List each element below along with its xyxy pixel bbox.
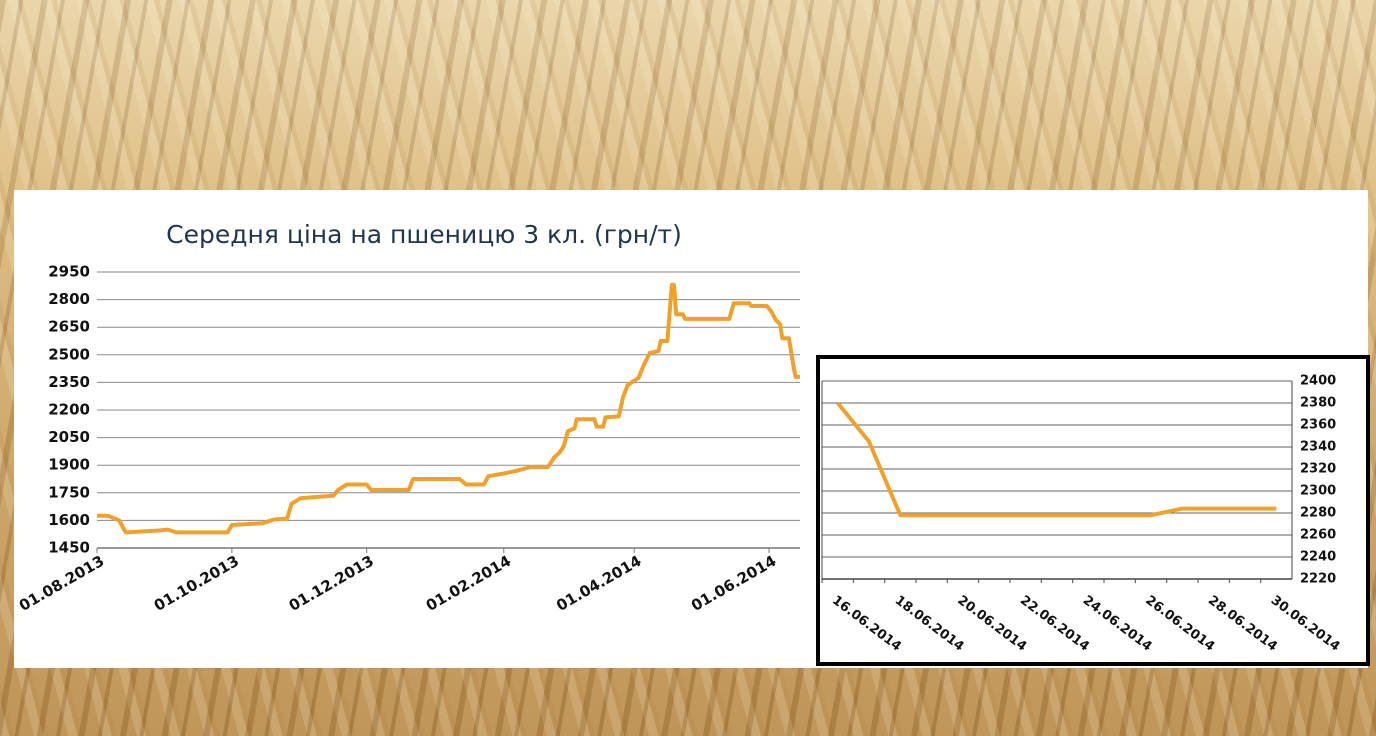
y-tick-label: 1900 — [48, 456, 90, 474]
y-tick-label: 2350 — [48, 373, 90, 391]
y-tick-label: 2240 — [1300, 550, 1336, 565]
y-tick-label: 2220 — [1300, 572, 1336, 587]
y-tick-label: 2950 — [48, 263, 90, 281]
inset-frame — [816, 355, 1370, 666]
chart-title: Середня ціна на пшеницю 3 кл. (грн/т) — [166, 220, 682, 249]
y-tick-label: 2280 — [1300, 506, 1336, 521]
y-tick-label: 2650 — [48, 318, 90, 336]
y-tick-label: 2800 — [48, 290, 90, 308]
y-tick-label: 2200 — [48, 401, 90, 419]
y-tick-label: 2380 — [1300, 396, 1336, 411]
y-tick-label: 2400 — [1300, 374, 1336, 389]
y-tick-label: 1450 — [48, 539, 90, 557]
y-tick-label: 2050 — [48, 428, 90, 446]
data-line — [97, 282, 800, 535]
y-tick-label: 2500 — [48, 345, 90, 363]
y-tick-label: 2340 — [1300, 440, 1336, 455]
y-tick-label: 2320 — [1300, 462, 1336, 477]
y-tick-label: 2300 — [1300, 484, 1336, 499]
y-tick-label: 2260 — [1300, 528, 1336, 543]
y-tick-label: 1750 — [48, 483, 90, 501]
y-tick-label: 2360 — [1300, 418, 1336, 433]
data-line — [836, 401, 1277, 518]
y-tick-label: 1600 — [48, 511, 90, 529]
